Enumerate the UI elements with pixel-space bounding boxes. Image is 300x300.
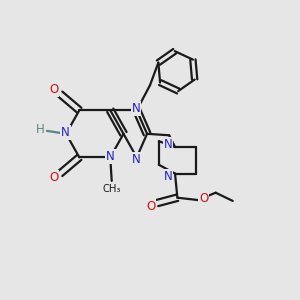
Text: N: N (164, 170, 172, 183)
Text: O: O (49, 83, 58, 96)
Text: N: N (132, 153, 140, 166)
Text: N: N (132, 102, 140, 115)
Text: N: N (164, 138, 172, 151)
Text: O: O (199, 192, 208, 206)
Text: N: N (106, 150, 115, 163)
Text: N: N (61, 126, 70, 139)
Text: O: O (146, 200, 155, 213)
Text: CH₃: CH₃ (103, 184, 121, 194)
Text: O: O (49, 171, 58, 184)
Text: H: H (35, 123, 44, 136)
